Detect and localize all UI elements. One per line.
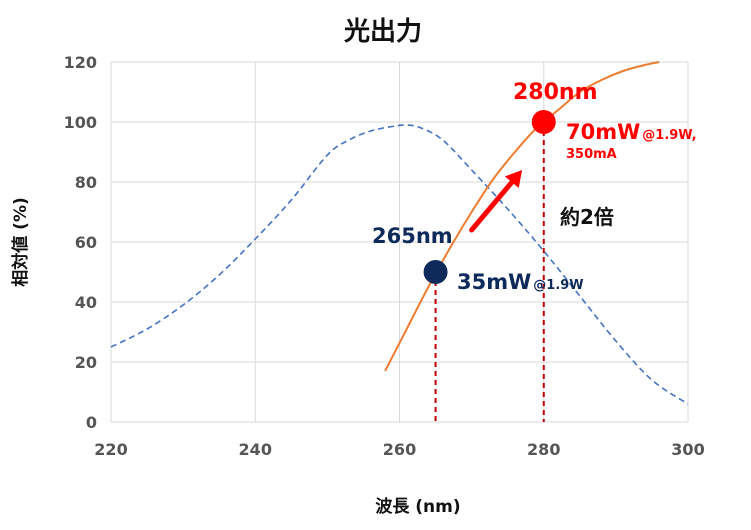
y-tick-label: 100	[64, 113, 97, 132]
marker-point-1	[423, 260, 448, 284]
annotation-70mw-main: 70mW	[566, 120, 640, 144]
annotation-70mw-sub: @1.9W,	[642, 128, 696, 143]
series-line-1	[110, 124, 689, 405]
y-tick-label: 60	[75, 233, 97, 252]
x-tick-label: 260	[383, 440, 416, 459]
x-tick-label: 240	[239, 440, 272, 459]
y-tick-label: 120	[64, 53, 97, 72]
arrow-head	[504, 170, 523, 189]
annotation-280nm: 280nm	[513, 80, 598, 105]
annotation-35mw: 35mW @1.9W	[457, 270, 584, 294]
y-tick-label: 80	[75, 173, 97, 192]
annotation-265nm: 265nm	[372, 224, 453, 248]
x-axis-label: 波長 (nm)	[375, 496, 460, 517]
annotation-ratio: 約2倍	[560, 205, 614, 229]
chart-title: 光出力	[343, 17, 422, 47]
x-tick-label: 220	[94, 440, 127, 459]
y-tick-labels: 0 20 40 60 80 100 120	[64, 53, 97, 432]
series-layer	[110, 61, 689, 405]
y-tick-label: 0	[86, 413, 97, 432]
y-axis-label: 相対値 (%)	[10, 197, 31, 287]
series-line-2	[384, 61, 660, 372]
y-tick-label: 20	[75, 353, 97, 372]
marker-point-2	[531, 110, 556, 134]
annotation-350ma: 350mA	[566, 147, 617, 162]
drop-lines	[434, 122, 545, 422]
x-tick-label: 300	[671, 440, 704, 459]
annotation-35mw-main: 35mW	[457, 270, 531, 294]
y-tick-label: 40	[75, 293, 97, 312]
x-tick-label: 280	[527, 440, 560, 459]
arrow-shaft	[469, 179, 515, 233]
annotation-70mw: 70mW @1.9W,	[566, 120, 697, 144]
arrow-layer	[469, 170, 523, 233]
x-tick-labels: 220 240 260 280 300	[94, 440, 704, 459]
markers	[423, 110, 556, 284]
annotation-35mw-sub: @1.9W	[533, 278, 583, 293]
